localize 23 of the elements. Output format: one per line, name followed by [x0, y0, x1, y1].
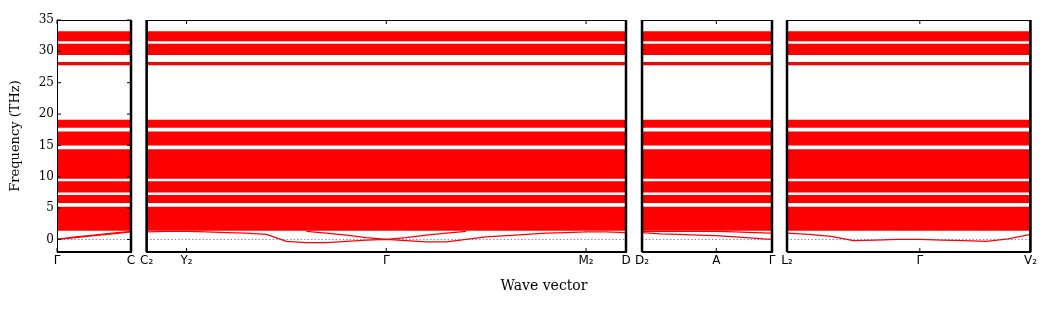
x-tick-label: D — [621, 253, 631, 268]
x-tick-label: L₂ — [781, 253, 793, 268]
x-tick-label: A — [712, 253, 722, 268]
y-tick-label: 35 — [38, 12, 54, 27]
y-tick-label: 20 — [38, 106, 54, 121]
x-tick-label: Y₂ — [179, 253, 193, 268]
x-tick-label: Γ — [53, 253, 61, 268]
y-tick-label: 25 — [38, 74, 54, 89]
y-tick-label: 5 — [46, 200, 54, 215]
y-tick-label: 10 — [38, 168, 54, 183]
x-tick-label: M₂ — [578, 253, 594, 268]
y-tick-label: 15 — [38, 137, 54, 152]
y-axis-title: Frequency (THz) — [7, 80, 23, 192]
y-tick-label: 0 — [46, 231, 54, 246]
x-tick-label: Γ — [382, 253, 390, 268]
x-tick-label: Γ — [916, 253, 924, 268]
x-tick-label: C — [126, 253, 136, 268]
x-tick-label: V₂ — [1023, 253, 1038, 268]
x-tick-label: D₂ — [634, 253, 650, 268]
x-axis-title: Wave vector — [500, 277, 588, 293]
x-tick-label: C₂ — [139, 253, 154, 268]
y-tick-label: 30 — [38, 43, 54, 58]
x-tick-label: Γ — [768, 253, 776, 268]
